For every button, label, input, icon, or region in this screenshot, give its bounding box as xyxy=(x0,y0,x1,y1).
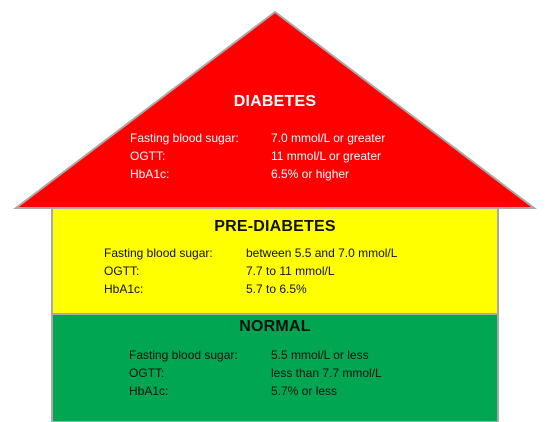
ogtt-label: OGTT: xyxy=(104,264,140,278)
normal-band xyxy=(51,313,499,422)
normal-title: NORMAL xyxy=(239,318,311,335)
fasting-label: Fasting blood sugar: xyxy=(130,131,239,145)
fasting-value: 5.5 mmol/L or less xyxy=(271,348,369,362)
ogtt-value: 7.7 to 11 mmol/L xyxy=(246,264,335,278)
hba1c-value: 5.7% or less xyxy=(271,384,338,398)
fasting-value: 7.0 mmol/L or greater xyxy=(271,131,386,145)
prediabetes-criteria: Fasting blood sugar: between 5.5 and 7.0… xyxy=(104,244,444,298)
normal-criteria: Fasting blood sugar: 5.5 mmol/L or less … xyxy=(129,346,429,400)
prediabetes-title: PRE-DIABETES xyxy=(214,218,336,235)
fasting-label: Fasting blood sugar: xyxy=(129,348,238,362)
diabetes-hba1c-row: HbA1c: 6.5% or higher xyxy=(130,165,430,183)
hba1c-label: HbA1c: xyxy=(130,167,170,181)
normal-ogtt-row: OGTT: less than 7.7 mmol/L xyxy=(129,364,429,382)
ogtt-label: OGTT: xyxy=(129,366,165,380)
prediabetes-ogtt-row: OGTT: 7.7 to 11 mmol/L xyxy=(104,262,444,280)
hba1c-label: HbA1c: xyxy=(129,384,169,398)
fasting-value: between 5.5 and 7.0 mmol/L xyxy=(246,246,398,260)
prediabetes-fasting-row: Fasting blood sugar: between 5.5 and 7.0… xyxy=(104,244,444,262)
diabetes-ogtt-row: OGTT: 11 mmol/L or greater xyxy=(130,147,430,165)
prediabetes-band xyxy=(51,207,499,315)
ogtt-value: 11 mmol/L or greater xyxy=(271,149,382,163)
ogtt-value: less than 7.7 mmol/L xyxy=(271,366,382,380)
hba1c-value: 5.7 to 6.5% xyxy=(246,282,307,296)
diabetes-title: DIABETES xyxy=(233,93,317,110)
fasting-label: Fasting blood sugar: xyxy=(104,246,213,260)
diabetes-fasting-row: Fasting blood sugar: 7.0 mmol/L or great… xyxy=(130,129,430,147)
normal-hba1c-row: HbA1c: 5.7% or less xyxy=(129,382,429,400)
hba1c-label: HbA1c: xyxy=(104,282,144,296)
prediabetes-hba1c-row: HbA1c: 5.7 to 6.5% xyxy=(104,280,444,298)
ogtt-label: OGTT: xyxy=(130,149,166,163)
hba1c-value: 6.5% or higher xyxy=(271,167,350,181)
normal-fasting-row: Fasting blood sugar: 5.5 mmol/L or less xyxy=(129,346,429,364)
diabetes-criteria: Fasting blood sugar: 7.0 mmol/L or great… xyxy=(130,129,430,183)
